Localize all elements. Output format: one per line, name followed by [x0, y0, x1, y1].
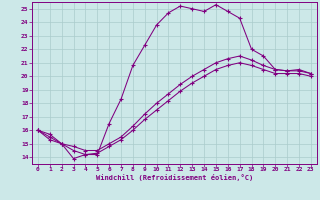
X-axis label: Windchill (Refroidissement éolien,°C): Windchill (Refroidissement éolien,°C) [96, 174, 253, 181]
